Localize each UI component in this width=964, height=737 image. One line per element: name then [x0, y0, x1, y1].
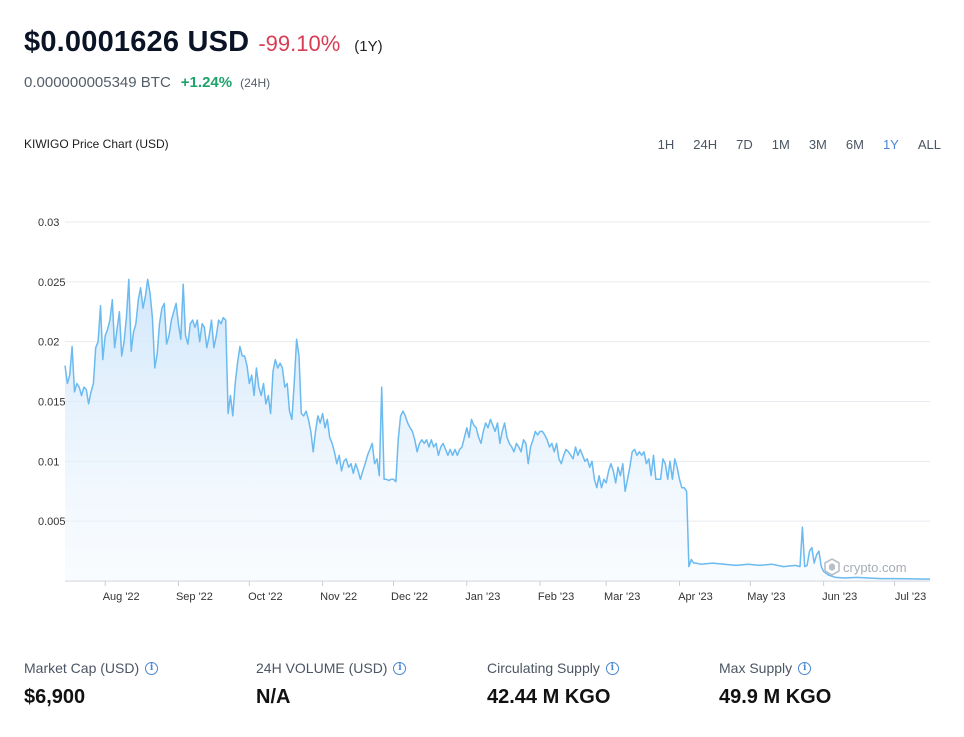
y-tick-label: 0.015: [38, 397, 66, 409]
price-change-period: (1Y): [354, 38, 383, 55]
stat-value: 42.44 M KGO: [487, 686, 611, 708]
info-icon[interactable]: i: [393, 661, 407, 675]
x-tick-label: Sep '22: [176, 591, 213, 603]
y-axis: 0.005 0.01 0.015 0.02 0.025 0.03: [38, 217, 66, 528]
x-tick-label: Nov '22: [320, 591, 357, 603]
range-button-1y[interactable]: 1Y: [882, 137, 899, 152]
x-tick-label: Feb '23: [538, 591, 574, 603]
y-tick-label: 0.025: [38, 277, 66, 289]
price-chart: 0.005 0.01 0.015 0.02 0.025 0.03 Aug '22 Sep '…: [38, 217, 931, 603]
y-tick-label: 0.005: [38, 516, 66, 528]
x-tick-label: Jan '23: [465, 591, 500, 603]
x-tick-label: Jul '23: [895, 591, 926, 603]
range-button-24h[interactable]: 24H: [693, 137, 718, 152]
range-button-all[interactable]: ALL: [917, 137, 941, 152]
current-price: $0.0001626 USD: [24, 26, 250, 58]
crypto-logo-icon: [824, 558, 840, 576]
stat-market-cap: Market Cap (USD) i $6,900: [24, 660, 159, 709]
info-icon[interactable]: i: [145, 661, 159, 675]
x-tick-label: Apr '23: [678, 591, 713, 603]
stat-max-supply: Max Supply i 49.9 M KGO: [719, 660, 831, 709]
x-tick-label: Oct '22: [248, 591, 283, 603]
watermark-text: crypto.com: [843, 560, 907, 575]
stat-label: Circulating Supply: [487, 660, 600, 676]
chart-title: KIWIGO Price Chart (USD): [24, 137, 169, 151]
stat-24h-volume: 24H VOLUME (USD) i N/A: [256, 660, 407, 709]
x-tick-label: Mar '23: [604, 591, 640, 603]
price-area-fill: [65, 279, 930, 581]
y-tick-label: 0.02: [38, 337, 59, 349]
btc-change-percent: +1.24%: [180, 74, 233, 91]
price-change-percent: -99.10%: [258, 31, 341, 56]
info-icon[interactable]: i: [605, 661, 619, 675]
price-header: $0.0001626 USD -99.10% (1Y): [24, 26, 383, 59]
x-tick-label: May '23: [747, 591, 785, 603]
x-axis: Aug '22 Sep '22 Oct '22 Nov '22 Dec '22 Jan '…: [103, 581, 926, 603]
stat-value: 49.9 M KGO: [719, 686, 832, 708]
range-button-1m[interactable]: 1M: [771, 137, 790, 152]
y-tick-label: 0.01: [38, 456, 59, 468]
watermark: crypto.com: [824, 558, 907, 576]
time-range-selector: 1H 24H 7D 1M 3M 6M 1Y ALL: [639, 137, 941, 152]
x-tick-label: Jun '23: [822, 591, 857, 603]
price-series-line: [64, 278, 931, 580]
stat-value: N/A: [256, 686, 291, 708]
btc-change-period: (24H): [240, 76, 271, 90]
stat-label: Max Supply: [719, 660, 793, 676]
stat-circulating-supply: Circulating Supply i 42.44 M KGO: [487, 660, 619, 709]
stat-value: $6,900: [24, 686, 86, 708]
x-tick-label: Aug '22: [103, 591, 140, 603]
btc-price-row: 0.000000005349 BTC +1.24% (24H): [24, 74, 270, 91]
range-button-7d[interactable]: 7D: [736, 137, 753, 152]
y-tick-label: 0.03: [38, 217, 59, 229]
stat-label: Market Cap (USD): [24, 660, 140, 676]
range-button-6m[interactable]: 6M: [845, 137, 864, 152]
range-button-1h[interactable]: 1H: [657, 137, 675, 152]
stat-label: 24H VOLUME (USD): [256, 660, 388, 676]
range-button-3m[interactable]: 3M: [808, 137, 827, 152]
info-icon[interactable]: i: [798, 661, 812, 675]
btc-price: 0.000000005349 BTC: [24, 74, 171, 91]
x-tick-label: Dec '22: [391, 591, 428, 603]
